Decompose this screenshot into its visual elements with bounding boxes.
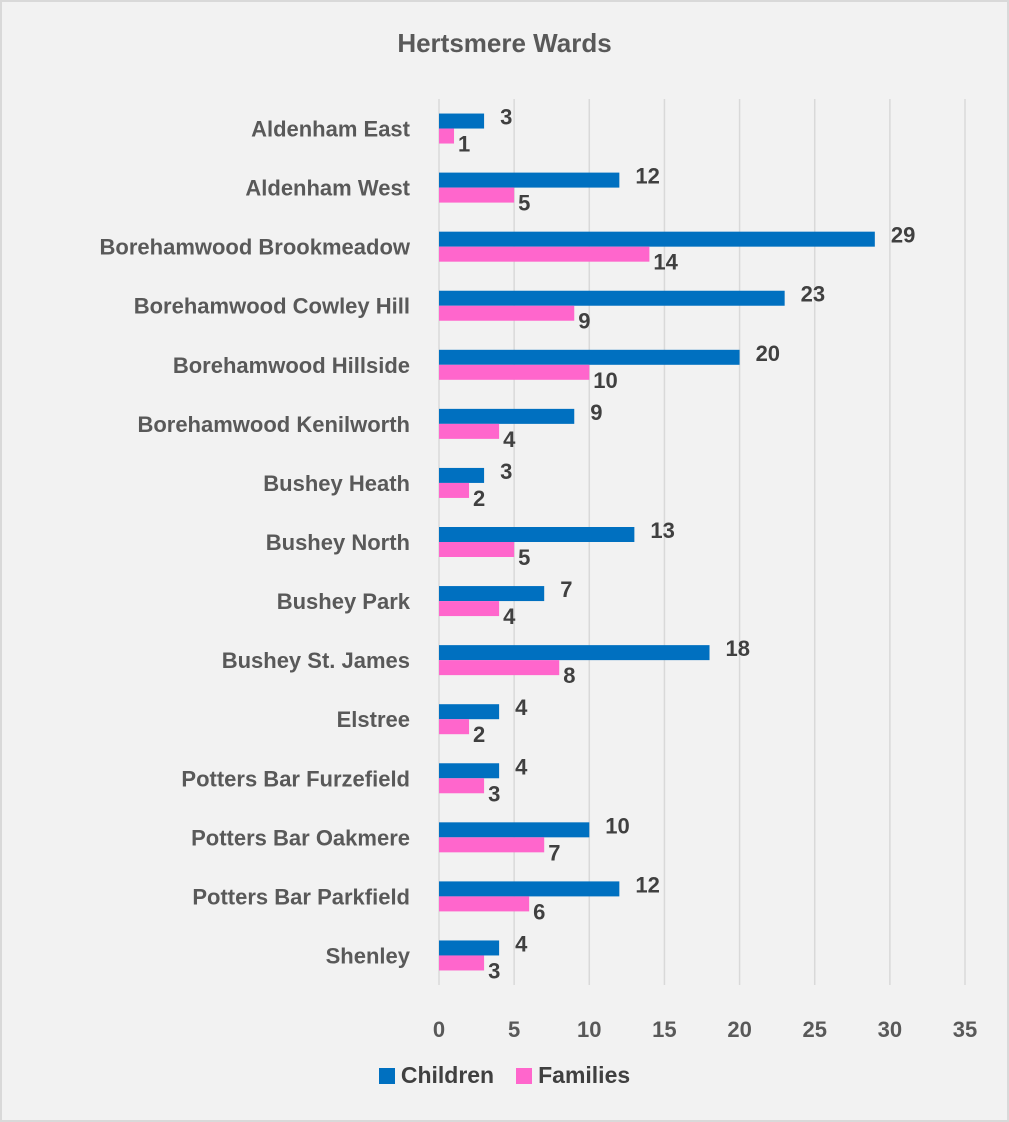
category-label: Borehamwood Hillside [173, 353, 410, 378]
x-tick-label: 30 [878, 1017, 902, 1042]
x-tick-label: 5 [508, 1017, 520, 1042]
data-label-families: 2 [473, 722, 485, 747]
category-label: Shenley [326, 943, 411, 968]
x-tick-label: 25 [802, 1017, 826, 1042]
bar-children [439, 704, 500, 720]
category-label: Borehamwood Brookmeadow [100, 235, 411, 260]
bar-families [439, 542, 515, 557]
data-label-children: 23 [801, 282, 825, 307]
category-label: Borehamwood Kenilworth [137, 412, 410, 437]
legend-swatch-families [516, 1067, 533, 1084]
bar-children [439, 645, 710, 661]
x-tick-label: 35 [953, 1017, 977, 1042]
data-label-children: 7 [560, 577, 572, 602]
legend-item-families: Families [516, 1062, 630, 1089]
data-label-children: 13 [650, 518, 674, 543]
bar-children [439, 290, 785, 306]
category-label: Aldenham West [245, 176, 410, 201]
category-label: Potters Bar Oakmere [191, 825, 410, 850]
category-label: Borehamwood Cowley Hill [134, 294, 410, 319]
data-label-children: 4 [515, 931, 528, 956]
category-label: Bushey Park [277, 589, 411, 614]
bar-children [439, 113, 485, 129]
legend: Children Families [0, 1062, 1009, 1089]
data-label-children: 29 [891, 223, 915, 248]
data-label-children: 12 [635, 164, 659, 189]
bar-families [439, 896, 530, 912]
data-label-families: 7 [548, 840, 560, 865]
data-label-families: 6 [533, 899, 545, 924]
category-label: Elstree [337, 707, 410, 732]
bar-children [439, 467, 485, 483]
bar-children [439, 763, 500, 779]
data-label-children: 4 [515, 695, 528, 720]
data-label-families: 4 [503, 604, 516, 629]
data-label-families: 3 [488, 781, 500, 806]
bar-children [439, 231, 875, 247]
legend-swatch-children [378, 1067, 395, 1084]
bar-children [439, 408, 575, 424]
data-label-children: 18 [726, 636, 750, 661]
bar-children [439, 172, 620, 188]
category-label: Potters Bar Parkfield [192, 884, 410, 909]
data-label-children: 9 [590, 400, 602, 425]
bar-families [439, 305, 575, 321]
category-label: Aldenham East [251, 117, 411, 142]
bar-children [439, 822, 590, 838]
data-label-families: 2 [473, 486, 485, 511]
category-label: Bushey St. James [222, 648, 410, 673]
data-label-children: 20 [756, 341, 780, 366]
data-label-children: 3 [500, 105, 512, 130]
bar-children [439, 349, 740, 365]
data-label-families: 1 [458, 132, 470, 157]
data-label-children: 3 [500, 459, 512, 484]
bar-children [439, 586, 545, 602]
chart-title: Hertsmere Wards [397, 28, 612, 58]
data-label-families: 14 [653, 250, 678, 275]
data-label-children: 10 [605, 813, 629, 838]
bar-families [439, 778, 485, 794]
data-label-children: 12 [635, 872, 659, 897]
x-tick-label: 10 [577, 1017, 601, 1042]
x-tick-label: 0 [433, 1017, 445, 1042]
bar-families [439, 601, 500, 617]
bar-families [439, 128, 455, 144]
data-label-families: 9 [578, 309, 590, 334]
category-label: Bushey Heath [263, 471, 410, 496]
category-label: Bushey North [266, 530, 410, 555]
legend-label-families: Families [538, 1062, 631, 1088]
bar-families [439, 482, 470, 498]
bar-families [439, 187, 515, 203]
data-label-families: 5 [518, 545, 530, 570]
bar-children [439, 527, 635, 542]
data-label-families: 4 [503, 427, 516, 452]
bar-families [439, 837, 545, 853]
bar-children [439, 881, 620, 897]
bar-families [439, 364, 590, 380]
bar-families [439, 719, 470, 735]
data-label-families: 10 [593, 368, 617, 393]
data-label-families: 8 [563, 663, 575, 688]
x-tick-label: 15 [652, 1017, 676, 1042]
bar-families [439, 955, 485, 971]
legend-label-children: Children [400, 1062, 495, 1088]
bar-families [439, 423, 500, 439]
data-label-families: 5 [518, 191, 530, 216]
data-label-families: 3 [488, 958, 500, 983]
data-label-children: 4 [515, 754, 528, 779]
bar-children [439, 940, 500, 956]
category-label: Potters Bar Furzefield [181, 766, 410, 791]
x-tick-label: 20 [727, 1017, 751, 1042]
legend-item-children: Children [378, 1062, 495, 1089]
bar-families [439, 246, 650, 262]
bar-families [439, 660, 560, 676]
